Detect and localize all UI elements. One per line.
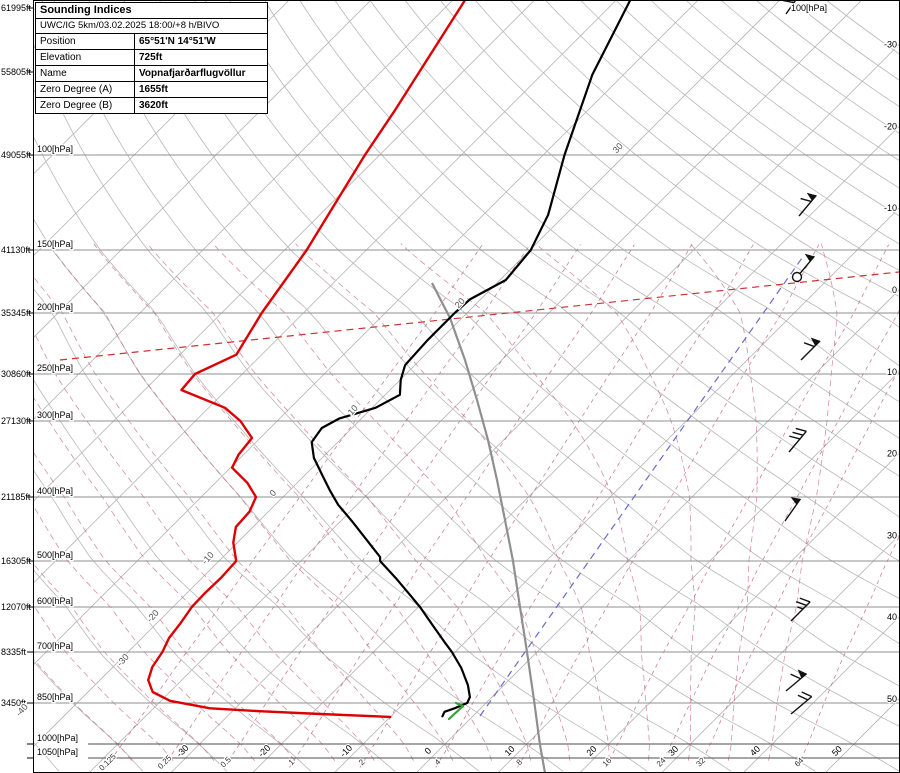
- row-value: 3620ft: [134, 97, 267, 113]
- altitude-label: 21185ft: [1, 492, 31, 502]
- mixing-ratio-label: 24: [655, 756, 668, 769]
- mixing-ratio-label: 64: [793, 756, 806, 769]
- mixing-ratio-label: 0.25: [156, 753, 174, 771]
- altitude-label: 16305ft: [1, 556, 32, 566]
- pressure-label: 300[hPa]: [37, 410, 73, 420]
- altitude-label: 8335ft: [1, 647, 27, 657]
- mixing-ratio-label: 32: [694, 756, 707, 769]
- altitude-label: 12070ft: [1, 602, 32, 612]
- wind-barb-icon: [785, 669, 808, 692]
- pressure-label: 1050[hPa]: [37, 747, 78, 757]
- wind-barb-icon: [790, 691, 813, 715]
- altitude-label: 49055ft: [1, 150, 32, 160]
- altitude-label: 30860ft: [1, 369, 32, 379]
- wind-barb-icon: [784, 497, 802, 522]
- wind-barb-icon: [790, 597, 811, 622]
- row-label: Zero Degree (B): [36, 97, 135, 113]
- wind-barb-icon: [798, 192, 817, 217]
- pressure-label: 400[hPa]: [37, 486, 73, 496]
- temp-bottom-label: 0: [423, 746, 434, 757]
- wind-barb-icon: [788, 427, 807, 453]
- pressure-label: 850[hPa]: [37, 692, 73, 702]
- pressure-label: 250[hPa]: [37, 363, 73, 373]
- panel-subtitle: UWC/IG 5km/03.02.2025 18:00/+8 h/BIVO: [36, 19, 267, 34]
- table-row: Elevation 725ft: [36, 49, 267, 66]
- static-pressure-label: 100[hPa]: [791, 3, 827, 13]
- row-label: Position: [36, 34, 135, 50]
- row-label: Elevation: [36, 49, 135, 66]
- mixing-ratio-label: 0.125: [97, 752, 118, 773]
- moist-adiabat-grid: [33, 243, 838, 761]
- table-row: Position 65°51'N 14°51'W: [36, 34, 267, 50]
- pressure-label: 700[hPa]: [37, 641, 73, 651]
- wind-barbs: [783, 0, 821, 715]
- panel-table: Position 65°51'N 14°51'W Elevation 725ft…: [36, 34, 267, 113]
- row-label: Zero Degree (A): [36, 81, 135, 98]
- mixing-ratio-label: 0.5: [219, 755, 234, 770]
- isobar-grid: [33, 154, 899, 759]
- sounding-curves: [147, 0, 632, 719]
- row-value: 725ft: [134, 49, 267, 66]
- isoline-inline-label: 30: [611, 141, 625, 155]
- altitude-label: 27130ft: [1, 416, 32, 426]
- pressure-label: 1000[hPa]: [37, 733, 78, 743]
- temp-right-label: 40: [887, 612, 897, 622]
- wind-barb-icon: [800, 337, 821, 361]
- altitude-label: 55805ft: [1, 67, 32, 77]
- aux-blue-line: [479, 257, 803, 717]
- sounding-indices-panel: Sounding Indices UWC/IG 5km/03.02.2025 1…: [35, 2, 268, 114]
- panel-title: Sounding Indices: [36, 3, 267, 19]
- temp-right-label: 0: [892, 285, 897, 295]
- pressure-label: 200[hPa]: [37, 302, 73, 312]
- row-value: 65°51'N 14°51'W: [139, 36, 216, 47]
- row-value: Vopnafjarðarflugvöllur: [134, 65, 267, 82]
- standard-atmosphere-line: [431, 282, 547, 773]
- temp-right-label: 30: [887, 530, 897, 540]
- altitude-label: 3450ft: [1, 698, 27, 708]
- table-row: Name Vopnafjarðarflugvöllur: [36, 65, 267, 82]
- temp-right-label: -30: [884, 40, 897, 50]
- isoline-inline-label: -10: [200, 550, 216, 566]
- temp-right-label: -20: [884, 121, 897, 131]
- row-value: 1655ft: [134, 81, 267, 98]
- temperature-curve: [310, 0, 632, 718]
- row-label: Name: [36, 65, 135, 82]
- pressure-label: 100[hPa]: [37, 144, 73, 154]
- chart-frame: [33, 0, 900, 773]
- isoline-inline-label: 20: [453, 296, 467, 310]
- temp-right-label: 50: [887, 694, 897, 704]
- table-row: Zero Degree (A) 1655ft: [36, 81, 267, 98]
- dewpoint-curve: [147, 0, 467, 719]
- table-row: Zero Degree (B) 3620ft: [36, 97, 267, 113]
- temp-right-label: 20: [887, 449, 897, 459]
- pressure-label: 150[hPa]: [37, 239, 73, 249]
- temp-bottom-label: -20: [256, 743, 272, 759]
- temp-bottom-label: -10: [338, 743, 354, 759]
- green-marker-icon: [447, 701, 465, 721]
- temp-right-label: 10: [887, 367, 897, 377]
- pressure-label: 600[hPa]: [37, 596, 73, 606]
- altitude-label: 61995ft: [1, 3, 32, 13]
- tropopause-line: [59, 271, 900, 361]
- reference-lines: [59, 257, 900, 773]
- mixing-ratio-label: 16: [601, 756, 614, 769]
- altitude-label: 41130ft: [1, 245, 31, 255]
- temp-right-label: -10: [884, 203, 897, 213]
- wind-barb-icon: [791, 253, 815, 283]
- temp-bottom-label: -30: [174, 743, 190, 759]
- altitude-label: 35345ft: [1, 308, 32, 318]
- pressure-label: 500[hPa]: [37, 550, 73, 560]
